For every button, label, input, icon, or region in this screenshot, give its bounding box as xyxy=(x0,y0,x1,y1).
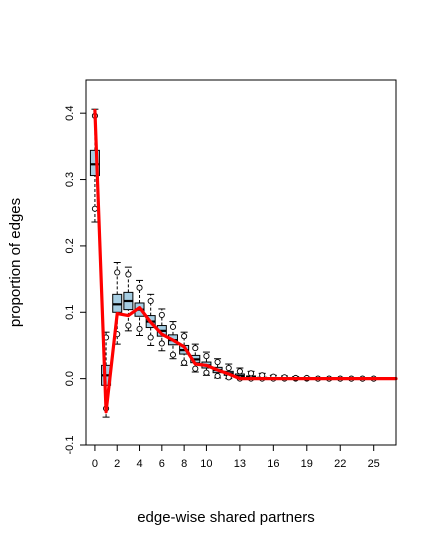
x-tick-label: 16 xyxy=(267,458,279,470)
x-tick-label: 22 xyxy=(334,458,346,470)
x-tick-label: 4 xyxy=(136,458,142,470)
x-tick-label: 10 xyxy=(200,458,212,470)
interval-high-point xyxy=(203,353,210,360)
y-axis-title: proportion of edges xyxy=(7,198,24,327)
interval-high-point xyxy=(114,269,121,276)
x-tick-label: 13 xyxy=(234,458,246,470)
observed-line xyxy=(93,108,398,414)
interval-high-point xyxy=(158,311,165,318)
y-tick-label: 0.0 xyxy=(64,371,76,386)
interval-low-point xyxy=(91,205,98,212)
box-x-2 xyxy=(112,262,123,345)
x-tick-label: 6 xyxy=(159,458,165,470)
interval-low-point xyxy=(169,351,177,358)
y-tick-label: 0.3 xyxy=(64,172,76,187)
interval-low-point xyxy=(203,369,210,376)
x-tick-label: 19 xyxy=(301,458,313,470)
interval-high-point xyxy=(192,345,199,352)
interval-low-point xyxy=(136,325,143,332)
plot-frame xyxy=(85,79,397,446)
interval-high-point xyxy=(247,370,255,377)
x-tick-label: 8 xyxy=(181,458,187,470)
y-tick-label: 0.4 xyxy=(64,106,76,121)
interval-low-point xyxy=(158,340,165,347)
interval-low-point xyxy=(192,365,199,372)
interval-high-point xyxy=(214,358,221,366)
box-x-3 xyxy=(123,266,134,332)
y-tick-label: -0.1 xyxy=(64,436,76,455)
x-tick-label: 0 xyxy=(92,458,98,470)
interval-high-point xyxy=(181,333,188,340)
x-axis: 0 2 4 6 8 10 13 16 19 22 25 xyxy=(92,445,380,470)
interval-high-point xyxy=(169,323,177,330)
interval-high-point xyxy=(125,271,132,278)
interval-low-point xyxy=(125,322,132,329)
y-axis: -0.1 0.0 0.1 0.2 0.3 0.4 xyxy=(64,106,86,455)
interval-low-point xyxy=(147,334,154,341)
interval-high-point xyxy=(225,364,232,372)
y-tick-label: 0.2 xyxy=(64,238,76,253)
boxes-layer xyxy=(89,108,379,418)
interval-low-point xyxy=(181,359,188,366)
interval-high-point xyxy=(136,284,143,291)
y-tick-label: 0.1 xyxy=(64,305,76,320)
interval-high-point xyxy=(236,368,243,375)
x-axis-title: edge-wise shared partners xyxy=(137,509,315,526)
x-tick-label: 25 xyxy=(368,458,380,470)
observed-line-layer xyxy=(93,108,398,414)
x-tick-label: 2 xyxy=(114,458,120,470)
interval-low-point xyxy=(214,372,221,380)
interval-high-point xyxy=(147,297,154,305)
